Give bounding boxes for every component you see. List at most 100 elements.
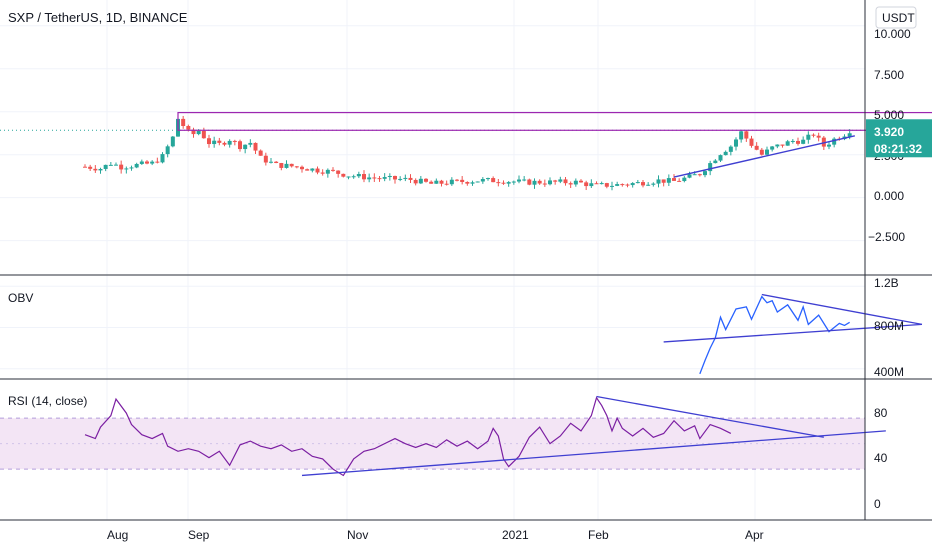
- obv-axis-ticks[interactable]: 1.2B 800M 400M: [874, 276, 904, 379]
- candle-body: [284, 163, 289, 168]
- candle-body: [589, 183, 594, 187]
- candle-body: [801, 139, 806, 144]
- candle-body: [780, 144, 785, 146]
- candle-body: [269, 161, 273, 163]
- candle-body: [108, 164, 113, 166]
- candle-body: [542, 183, 547, 185]
- candle-body: [222, 142, 227, 145]
- obv-pane[interactable]: [663, 293, 923, 375]
- candle-body: [832, 138, 837, 145]
- last-price-badge: 3.920 08:21:32: [866, 119, 932, 158]
- rsi-trendline: [596, 395, 824, 438]
- candle-body: [274, 161, 279, 164]
- candle-body: [651, 183, 656, 185]
- candle-body: [604, 183, 609, 187]
- candle-body: [372, 177, 377, 179]
- price-tick: 5.000: [874, 108, 904, 122]
- candle-body: [708, 163, 713, 172]
- candle-body: [367, 177, 372, 180]
- candle-body: [573, 180, 578, 185]
- price-trendline: [673, 135, 855, 178]
- candle-body: [682, 177, 687, 182]
- candle-body: [517, 179, 521, 182]
- candle-body: [258, 150, 263, 156]
- candle-body: [336, 170, 341, 174]
- candle-body: [248, 142, 253, 145]
- candle-body: [496, 182, 501, 184]
- candle-body: [770, 146, 775, 150]
- candle-body: [279, 163, 284, 168]
- candle-body: [532, 180, 537, 185]
- candle-body: [165, 146, 170, 155]
- rsi-axis-ticks[interactable]: 80 40 0: [874, 406, 888, 511]
- candle-body: [687, 174, 692, 178]
- time-label: 2021: [502, 528, 529, 542]
- candle-body: [341, 173, 346, 177]
- candle-body: [491, 178, 496, 183]
- candle-body: [465, 181, 470, 184]
- time-label: Nov: [347, 528, 368, 542]
- candle-body: [672, 178, 676, 181]
- candle-body: [243, 144, 248, 150]
- rsi-series-line: [84, 396, 732, 477]
- candle-body: [475, 181, 480, 183]
- candle-body: [754, 145, 759, 150]
- candle-body: [398, 178, 403, 180]
- candle-body: [553, 180, 558, 182]
- candle-body: [501, 182, 506, 184]
- candle-body: [351, 176, 356, 178]
- candle-body: [227, 140, 232, 145]
- candle-body: [816, 135, 821, 138]
- currency-button[interactable]: USDT: [875, 6, 917, 29]
- time-label: Feb: [588, 528, 609, 542]
- obv-series-line: [699, 295, 851, 375]
- candle-body: [88, 166, 93, 169]
- candle-body: [610, 185, 614, 187]
- candle-body: [139, 161, 144, 164]
- resistance-rectangle: [177, 111, 932, 131]
- candle-body: [563, 179, 568, 184]
- candle-body: [625, 184, 630, 186]
- candle-body: [470, 182, 475, 184]
- candle-body: [734, 139, 738, 147]
- candle-body: [408, 177, 413, 180]
- candle-body: [289, 163, 294, 167]
- candle-body: [310, 168, 315, 171]
- candle-body: [511, 181, 516, 183]
- candle-body: [811, 134, 816, 136]
- candle-body: [191, 129, 196, 135]
- candle-body: [444, 183, 449, 185]
- last-price-value: 3.920: [874, 125, 904, 139]
- candle-body: [656, 179, 661, 184]
- price-tick: 10.000: [874, 27, 911, 41]
- candle-body: [103, 164, 108, 169]
- candle-body: [728, 146, 733, 152]
- candle-body: [847, 133, 852, 137]
- rsi-tick: 40: [874, 451, 888, 465]
- candle-body: [207, 138, 211, 145]
- price-tick: −2.500: [868, 230, 905, 244]
- rsi-trendline: [301, 430, 886, 477]
- candle-body: [455, 179, 459, 181]
- time-axis[interactable]: Aug Sep Nov 2021 Feb Apr: [107, 528, 764, 542]
- candle-body: [315, 168, 320, 173]
- candle-body: [558, 179, 563, 182]
- candle-body: [98, 168, 103, 171]
- countdown-timer: 08:21:32: [874, 142, 922, 156]
- candle-body: [418, 178, 423, 184]
- candle-body: [424, 178, 428, 182]
- candle-body: [119, 164, 124, 170]
- candle-body: [393, 175, 397, 180]
- candle-body: [217, 140, 222, 143]
- candle-body: [325, 169, 330, 174]
- candle-body: [527, 179, 532, 185]
- candle-body: [480, 179, 485, 182]
- candle-body: [196, 130, 201, 135]
- rsi-pane[interactable]: [0, 395, 886, 477]
- candle-body: [744, 131, 749, 139]
- obv-label: OBV: [8, 291, 33, 305]
- candle-body: [785, 141, 790, 146]
- price-pane[interactable]: [0, 111, 932, 191]
- candle-body: [806, 134, 811, 140]
